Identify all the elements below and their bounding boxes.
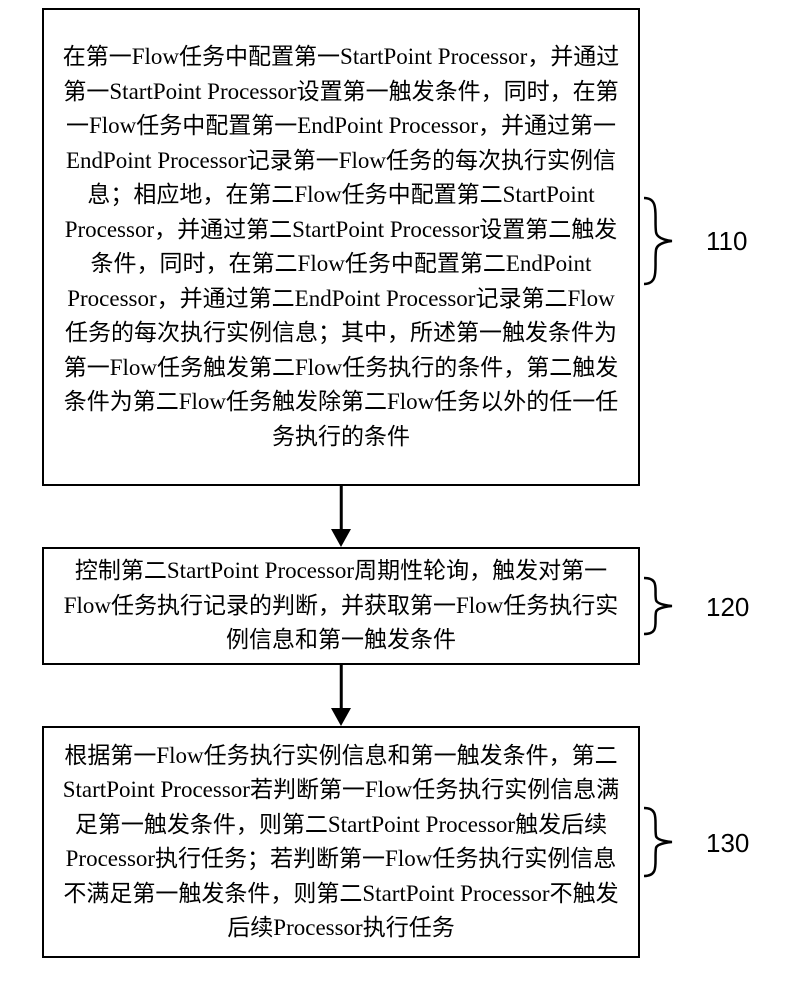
- flow-step-120-label: 120: [706, 592, 749, 623]
- curly-brace-icon: [642, 196, 682, 286]
- flow-step-130: 根据第一Flow任务执行实例信息和第一触发条件，第二StartPoint Pro…: [42, 726, 640, 958]
- arrow-110-to-120: [0, 486, 640, 547]
- flowchart-canvas: 在第一Flow任务中配置第一StartPoint Processor，并通过第一…: [0, 0, 796, 1000]
- flow-step-120: 控制第二StartPoint Processor周期性轮询，触发对第一Flow任…: [42, 547, 640, 665]
- flow-step-120-text: 控制第二StartPoint Processor周期性轮询，触发对第一Flow任…: [58, 554, 624, 658]
- curly-brace-icon: [642, 576, 682, 636]
- curly-brace-icon: [642, 806, 682, 878]
- flow-step-130-text: 根据第一Flow任务执行实例信息和第一触发条件，第二StartPoint Pro…: [58, 739, 624, 946]
- flow-step-130-label: 130: [706, 828, 749, 859]
- flow-step-110: 在第一Flow任务中配置第一StartPoint Processor，并通过第一…: [42, 8, 640, 486]
- flow-step-110-label: 110: [706, 226, 747, 257]
- arrow-120-to-130: [0, 665, 640, 726]
- flow-step-110-text: 在第一Flow任务中配置第一StartPoint Processor，并通过第一…: [58, 40, 624, 454]
